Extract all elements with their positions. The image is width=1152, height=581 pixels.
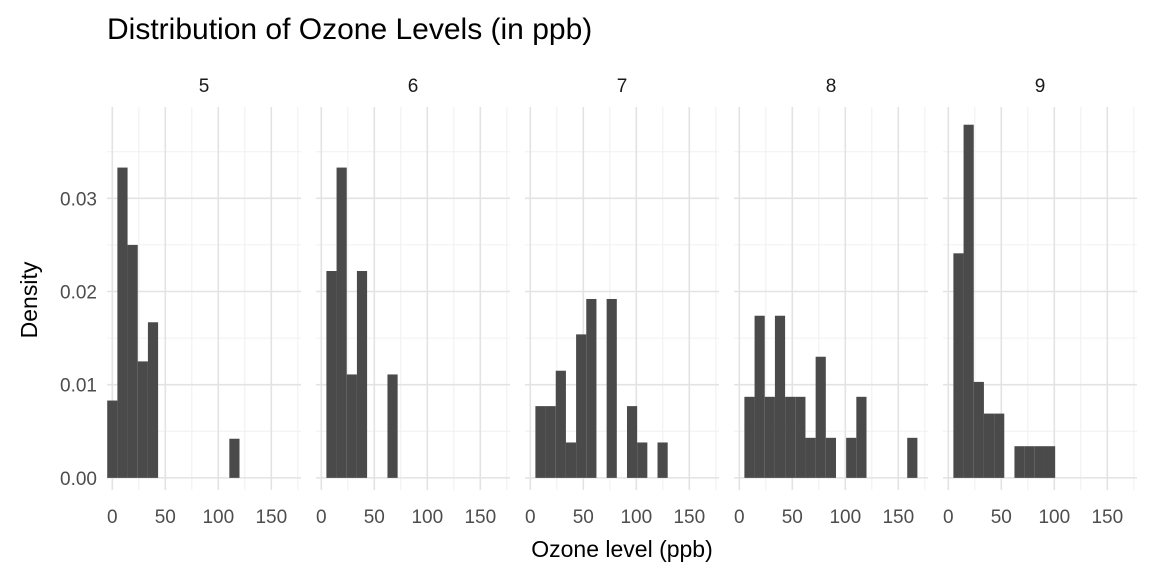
histogram-bar bbox=[626, 406, 638, 478]
histogram-bar bbox=[606, 298, 617, 478]
x-tick-label: 50 bbox=[573, 507, 594, 528]
histogram-bar bbox=[795, 396, 806, 478]
histogram-bar bbox=[387, 374, 398, 478]
histogram-bar bbox=[856, 396, 867, 478]
histogram-bar bbox=[107, 400, 118, 478]
x-tick-label: 0 bbox=[943, 507, 954, 528]
histogram-bar bbox=[326, 271, 337, 478]
y-tick-label: 0.00 bbox=[60, 469, 97, 490]
x-tick-label: 100 bbox=[620, 507, 652, 528]
facet-panel: 7 0 50 100 150 bbox=[525, 76, 719, 528]
facet-strip-label: 6 bbox=[408, 76, 419, 97]
histogram-bar bbox=[774, 315, 786, 478]
histogram-bar bbox=[137, 361, 148, 478]
histogram-bar bbox=[346, 374, 357, 478]
histogram-bar bbox=[1024, 446, 1035, 478]
x-tick-label: 100 bbox=[202, 507, 234, 528]
x-tick-label: 150 bbox=[673, 507, 705, 528]
histogram-bar bbox=[744, 396, 755, 478]
facet-strip-label: 9 bbox=[1035, 76, 1046, 97]
chart-title: Distribution of Ozone Levels (in ppb) bbox=[107, 13, 592, 46]
histogram-bar bbox=[1044, 446, 1056, 478]
histogram-bar bbox=[657, 442, 668, 478]
histogram-bar bbox=[805, 437, 816, 478]
histogram-bar bbox=[983, 413, 995, 478]
histogram-bar bbox=[1014, 446, 1025, 478]
histogram-bar bbox=[973, 381, 984, 478]
facet-panel: 6 0 50 100 150 bbox=[316, 76, 510, 528]
facet-panel: 50 50 100 150 bbox=[107, 76, 301, 528]
histogram-bar bbox=[565, 442, 577, 478]
x-tick-label: 100 bbox=[829, 507, 861, 528]
y-axis-ticks: 0.00 0.01 0.02 0.03 bbox=[60, 189, 97, 490]
histogram-bar bbox=[127, 244, 138, 478]
histogram-bar bbox=[356, 271, 368, 478]
x-tick-label: 100 bbox=[411, 507, 443, 528]
histogram-bar bbox=[576, 334, 587, 478]
x-tick-label: 0 bbox=[107, 507, 118, 528]
y-axis-label: Density bbox=[16, 261, 42, 338]
x-tick-label: 150 bbox=[255, 507, 287, 528]
x-tick-label: 50 bbox=[991, 507, 1012, 528]
histogram-bar bbox=[963, 124, 974, 478]
y-tick-label: 0.03 bbox=[60, 189, 97, 210]
histogram-bar bbox=[754, 315, 765, 478]
facet-strip-label: 7 bbox=[617, 76, 628, 97]
facet-panel: 8 0 50 100 150 bbox=[734, 76, 928, 528]
histogram-bar bbox=[785, 396, 796, 478]
histogram-bar bbox=[229, 438, 240, 478]
x-tick-label: 0 bbox=[734, 507, 745, 528]
facet-strip-label: 8 bbox=[826, 76, 837, 97]
histogram-bar bbox=[555, 370, 566, 478]
x-tick-label: 0 bbox=[525, 507, 536, 528]
histogram-bar bbox=[994, 413, 1005, 478]
histogram-bar bbox=[545, 406, 556, 478]
y-tick-label: 0.02 bbox=[60, 283, 97, 304]
histogram-bar bbox=[953, 253, 964, 478]
y-tick-label: 0.01 bbox=[60, 376, 97, 397]
histogram-bar bbox=[815, 356, 826, 478]
histogram-bar bbox=[907, 437, 918, 478]
histogram-bar bbox=[586, 298, 597, 478]
x-tick-label: 50 bbox=[782, 507, 803, 528]
x-tick-label: 50 bbox=[155, 507, 176, 528]
x-tick-label: 150 bbox=[464, 507, 496, 528]
x-tick-label: 150 bbox=[882, 507, 914, 528]
facet-strip-label: 5 bbox=[199, 76, 210, 97]
histogram-bar bbox=[637, 442, 648, 478]
histogram-bar bbox=[147, 322, 159, 478]
x-tick-label: 150 bbox=[1091, 507, 1123, 528]
histogram-bar bbox=[1034, 446, 1045, 478]
histogram-bar bbox=[535, 406, 546, 478]
x-axis-label: Ozone level (ppb) bbox=[531, 536, 713, 562]
x-tick-label: 100 bbox=[1038, 507, 1070, 528]
histogram-bar bbox=[846, 437, 857, 478]
histogram-bar bbox=[117, 167, 128, 478]
x-tick-label: 0 bbox=[316, 507, 327, 528]
x-tick-label: 50 bbox=[364, 507, 385, 528]
histogram-bar bbox=[825, 437, 836, 478]
histogram-bar bbox=[336, 167, 347, 478]
histogram-bar bbox=[764, 396, 775, 478]
facet-panel: 9 0 50 100 150 bbox=[943, 76, 1137, 528]
